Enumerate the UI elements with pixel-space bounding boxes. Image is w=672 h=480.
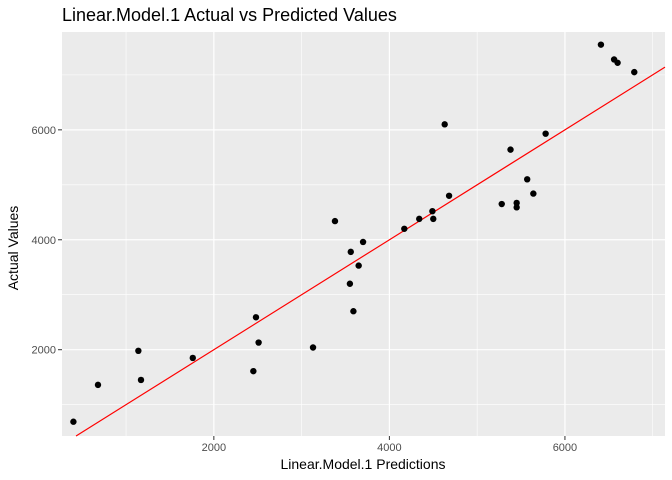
data-point bbox=[430, 215, 437, 223]
data-point bbox=[498, 200, 505, 208]
data-point bbox=[416, 215, 423, 223]
data-point bbox=[597, 41, 605, 48]
data-point bbox=[250, 367, 257, 375]
data-point bbox=[441, 121, 448, 128]
data-point bbox=[135, 347, 142, 355]
data-point bbox=[346, 280, 354, 287]
data-point bbox=[189, 354, 196, 362]
data-point bbox=[252, 314, 260, 321]
data-point bbox=[513, 199, 520, 207]
data-point bbox=[70, 418, 77, 425]
data-point bbox=[137, 376, 145, 384]
minor-gridlines bbox=[62, 32, 665, 436]
data-point bbox=[445, 192, 453, 199]
data-point bbox=[429, 207, 436, 215]
data-point bbox=[355, 262, 362, 269]
x-axis-title: Linear.Model.1 Predictions bbox=[281, 456, 446, 472]
fit-line-group bbox=[75, 66, 666, 437]
data-point bbox=[614, 59, 621, 66]
data-point bbox=[94, 381, 102, 389]
data-point bbox=[523, 176, 531, 183]
data-point bbox=[530, 190, 537, 197]
data-point bbox=[331, 217, 339, 225]
data-point bbox=[255, 339, 262, 346]
chart-title: Linear.Model.1 Actual vs Predicted Value… bbox=[62, 5, 397, 25]
data-point bbox=[401, 225, 408, 232]
x-axis: 2000 4000 6000 bbox=[202, 436, 577, 454]
data-point bbox=[513, 204, 520, 211]
y-axis: 2000 4000 6000 bbox=[32, 125, 62, 357]
y-tick-label: 4000 bbox=[32, 235, 56, 247]
y-tick-label: 6000 bbox=[32, 125, 56, 137]
x-tick-label: 2000 bbox=[202, 442, 226, 454]
data-point bbox=[507, 146, 514, 153]
x-tick-label: 4000 bbox=[377, 442, 401, 454]
y-axis-title: Actual Values bbox=[5, 206, 21, 291]
x-tick-label: 6000 bbox=[553, 442, 577, 454]
data-point bbox=[350, 308, 357, 315]
data-point bbox=[359, 238, 367, 246]
data-point bbox=[631, 68, 638, 76]
data-point bbox=[542, 130, 549, 137]
data-points bbox=[70, 41, 638, 425]
plot-panel bbox=[62, 32, 665, 436]
fit-line bbox=[75, 66, 666, 437]
data-point bbox=[347, 248, 354, 256]
data-point bbox=[309, 344, 317, 351]
y-tick-label: 2000 bbox=[32, 345, 56, 357]
